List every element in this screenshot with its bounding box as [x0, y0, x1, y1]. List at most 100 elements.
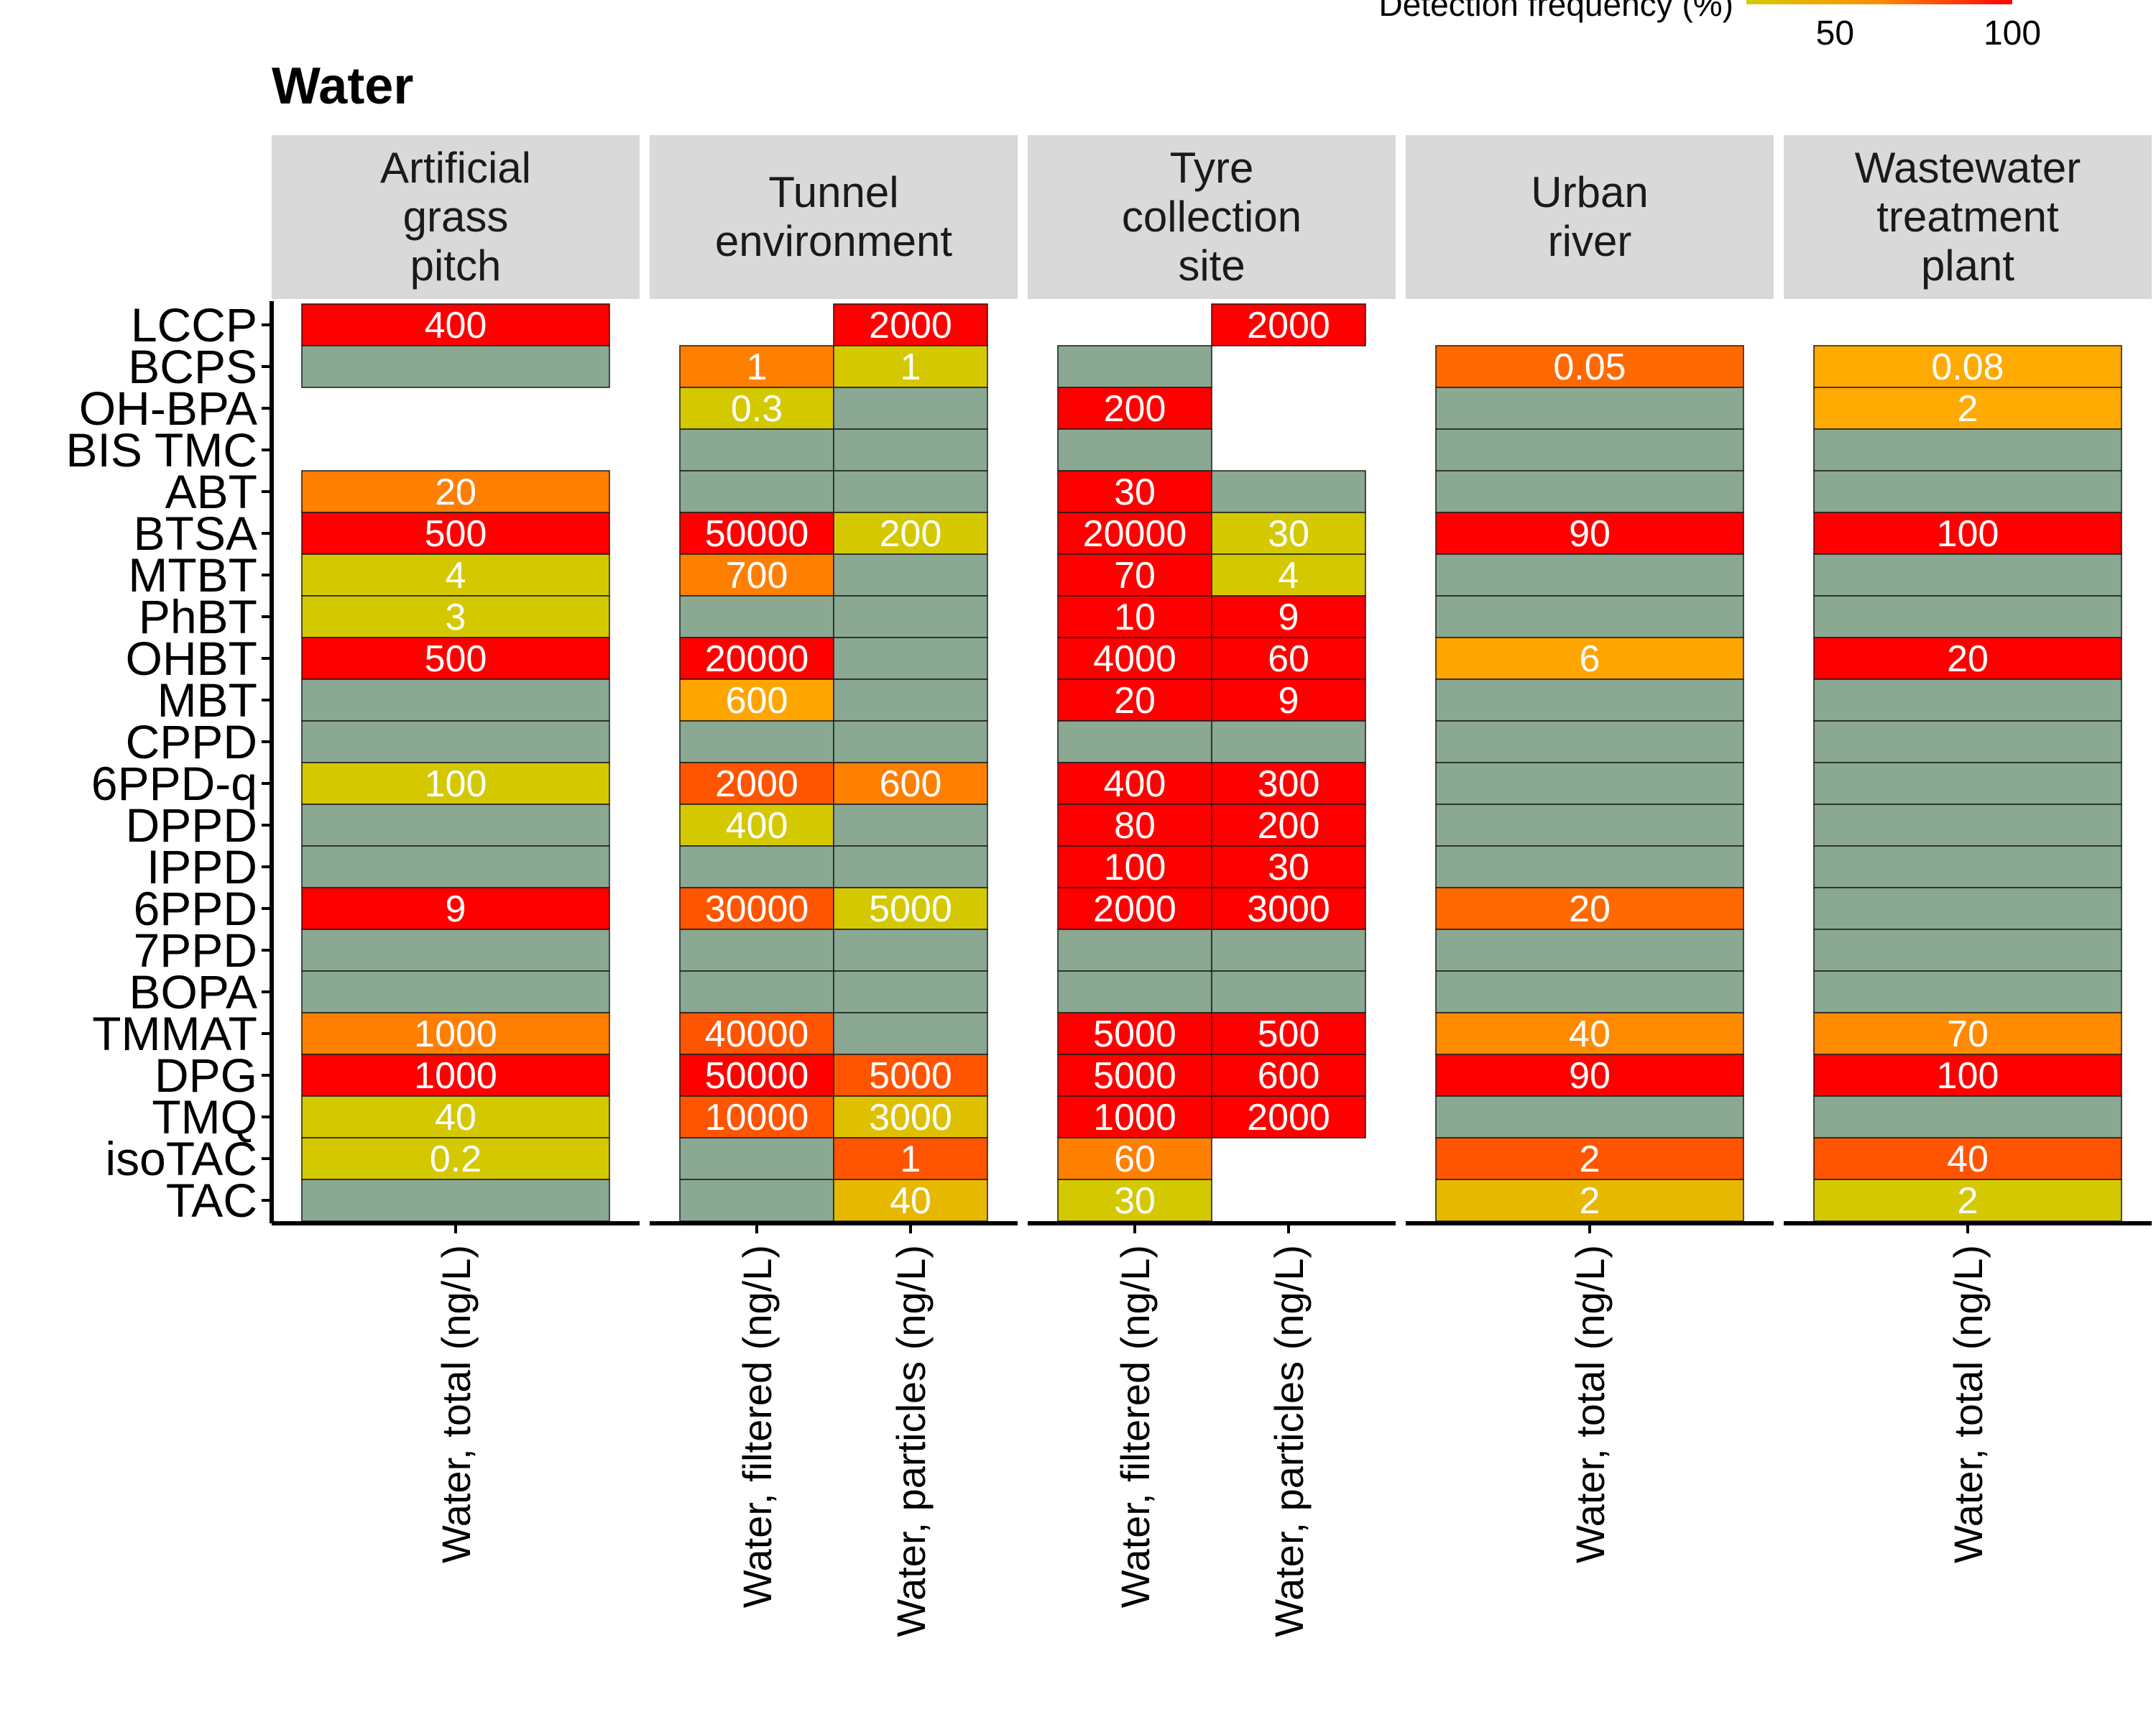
cell-value-label: 40: [1569, 1013, 1611, 1055]
heatmap-cell: [1813, 929, 2122, 972]
cell-value-label: 200: [880, 513, 942, 555]
heatmap-cell: [679, 428, 834, 472]
heatmap-cell: [679, 887, 834, 930]
heatmap-cell: [1211, 1054, 1366, 1097]
cell-value-label: 200: [1104, 388, 1166, 430]
y-tick-label: 6PPD-q: [91, 757, 257, 810]
heatmap-cell: [679, 929, 834, 972]
facet-strip-label: environment: [715, 217, 953, 265]
heatmap-cell: [1435, 1137, 1744, 1180]
x-tick-label: Water, total (ng/L): [1945, 1245, 1991, 1563]
heatmap-cell: [833, 970, 988, 1013]
cell-value-label: 400: [1104, 763, 1166, 805]
x-tick-label: Water, total (ng/L): [1567, 1245, 1613, 1563]
heatmap-cell: [1211, 512, 1366, 555]
heatmap-cell: [301, 887, 610, 930]
heatmap-cell: [1211, 303, 1366, 346]
heatmap-cell: [833, 720, 988, 763]
heatmap-cell: [1211, 1012, 1366, 1055]
cell-value-label: 5000: [869, 1055, 952, 1097]
heatmap-cell: [1211, 929, 1366, 972]
heatmap-cell: [833, 428, 988, 472]
cell-value-label: 2000: [1093, 888, 1176, 930]
cell-value-label: 20000: [705, 638, 809, 680]
cell-value-label: 0.05: [1553, 346, 1626, 388]
heatmap-cell: [1057, 637, 1212, 680]
heatmap-cell: [1813, 845, 2122, 888]
cell-value-label: 9: [1279, 597, 1299, 638]
heatmap-cell: [833, 804, 988, 847]
heatmap-cell: [679, 345, 834, 388]
cell-value-label: 200: [1258, 805, 1320, 847]
heatmap-cell: [679, 1137, 834, 1180]
heatmap-cell: [1435, 428, 1744, 472]
heatmap-cell: [1211, 595, 1366, 638]
heatmap-cell: [1435, 762, 1744, 805]
x-tick-label: Water, particles (ng/L): [1266, 1245, 1312, 1637]
facet-strip: [272, 135, 640, 299]
heatmap-cell: [301, 845, 610, 888]
cell-value-label: 9: [1279, 680, 1299, 722]
heatmap-cell: [1211, 804, 1366, 847]
heatmap-cell: [1211, 970, 1366, 1013]
cell-value-label: 600: [1258, 1055, 1320, 1097]
heatmap-cell: [1813, 762, 2122, 805]
y-tick-label: 6PPD: [134, 882, 257, 935]
heatmap-cell: [1211, 845, 1366, 888]
cell-value-label: 90: [1569, 513, 1611, 555]
heatmap-cell: [1435, 595, 1744, 638]
heatmap-cell: [1813, 970, 2122, 1013]
cell-value-label: 10: [1114, 597, 1156, 638]
cell-value-label: 2: [1580, 1180, 1600, 1222]
cell-value-label: 400: [425, 305, 487, 346]
cell-value-label: 2000: [869, 305, 952, 346]
heatmap-cell: [833, 1012, 988, 1055]
cell-value-label: 500: [425, 638, 487, 680]
cell-value-label: 500: [425, 513, 487, 555]
heatmap-cell: [1057, 1137, 1212, 1180]
cell-value-label: 90: [1569, 1055, 1611, 1097]
y-tick-label: BCPS: [128, 340, 257, 393]
y-tick-label: MTBT: [128, 548, 257, 602]
cell-value-label: 5000: [1093, 1055, 1176, 1097]
heatmap-cell: [1057, 595, 1212, 638]
heatmap-cell: [679, 804, 834, 847]
heatmap-cell: [833, 512, 988, 555]
heatmap-cell: [1211, 637, 1366, 680]
chart-title: Water: [272, 58, 413, 115]
facet-strip-label: treatment: [1876, 193, 2059, 241]
heatmap-cell: [1435, 720, 1744, 763]
heatmap-cell: [1435, 637, 1744, 680]
heatmap-cell: [1435, 512, 1744, 555]
heatmap-cell: [1057, 1012, 1212, 1055]
cell-value-label: 2000: [715, 763, 798, 805]
cell-value-label: 30: [1114, 472, 1156, 513]
cell-value-label: 5000: [869, 888, 952, 930]
heatmap-cell: [1435, 1012, 1744, 1055]
heatmap-cell: [301, 553, 610, 597]
facet-strip-label: site: [1178, 242, 1245, 290]
cell-value-label: 0.08: [1931, 346, 2004, 388]
heatmap-cell: [301, 303, 610, 346]
heatmap-cell: [1435, 470, 1744, 513]
cell-value-label: 30000: [705, 888, 809, 930]
heatmap-cell: [301, 1012, 610, 1055]
y-tick-label: BIS TMC: [66, 423, 257, 477]
heatmap-cell: [1813, 553, 2122, 597]
y-tick-label: TAC: [166, 1174, 257, 1227]
y-tick-label: BTSA: [134, 507, 257, 560]
x-tick-label: Water, filtered (ng/L): [734, 1245, 780, 1608]
cell-value-label: 1: [747, 346, 768, 388]
heatmap-cell: [833, 929, 988, 972]
heatmap-cell: [301, 804, 610, 847]
heatmap-cell: [833, 387, 988, 430]
facet-strip-label: Urban: [1531, 168, 1648, 216]
heatmap-cell: [1813, 595, 2122, 638]
y-tick-label: CPPD: [126, 715, 257, 768]
legend-tick-label: 50: [1816, 14, 1854, 52]
heatmap-cell: [679, 1054, 834, 1097]
y-tick-label: isoTAC: [106, 1132, 257, 1185]
heatmap-cell: [301, 720, 610, 763]
facet-strip: [650, 135, 1018, 299]
